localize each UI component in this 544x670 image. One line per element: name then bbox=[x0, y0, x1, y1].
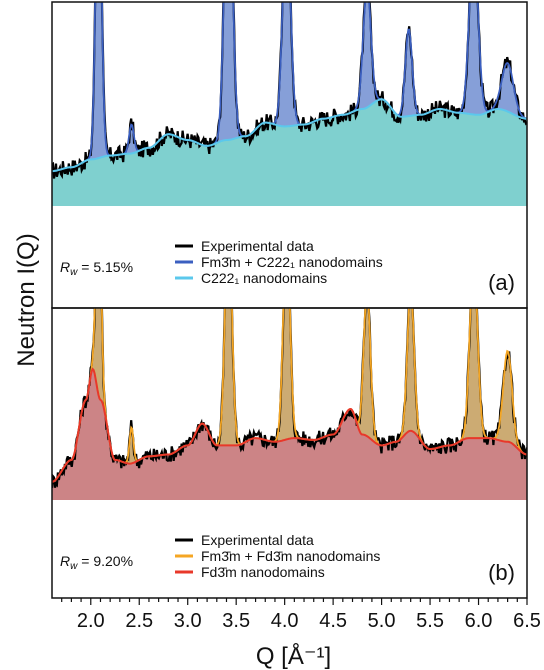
nanodomain-area bbox=[52, 99, 527, 206]
x-axis-title: Q [Å⁻¹] bbox=[256, 642, 331, 670]
panel-frame bbox=[51, 307, 528, 599]
legend-entry: Fm3̄m + Fd3̄m nanodomains bbox=[201, 548, 380, 564]
x-tick-label: 6.0 bbox=[465, 610, 493, 632]
x-tick-label: 4.5 bbox=[319, 610, 347, 632]
y-axis-title: Neutron I(Q) bbox=[13, 233, 40, 366]
x-tick-label: 3.0 bbox=[174, 610, 202, 632]
nanodomain-line bbox=[52, 367, 527, 483]
x-tick-label: 3.5 bbox=[222, 610, 250, 632]
legend-entry: Fd3̄m nanodomains bbox=[201, 564, 325, 580]
x-tick-label: 5.0 bbox=[368, 610, 396, 632]
rw-value: Rw = 9.20% bbox=[60, 553, 133, 572]
rw-value: Rw = 5.15% bbox=[60, 259, 133, 278]
nanodomain-line bbox=[52, 98, 527, 173]
legend-entry: Experimental data bbox=[201, 532, 314, 548]
x-tick-label: 6.5 bbox=[513, 610, 541, 632]
nanodomain-area bbox=[52, 369, 527, 500]
experimental-data-line bbox=[52, 2, 527, 180]
x-tick-label: 5.5 bbox=[416, 610, 444, 632]
experimental-data-line bbox=[52, 308, 527, 488]
x-tick-label: 2.0 bbox=[77, 610, 105, 632]
legend-entry: Experimental data bbox=[201, 238, 314, 254]
legend-entry: Fm3̄m + C222₁ nanodomains bbox=[201, 254, 383, 270]
panel-label: (a) bbox=[488, 270, 515, 295]
legend-entry: C222₁ nanodomains bbox=[201, 270, 327, 286]
x-tick-label: 4.0 bbox=[271, 610, 299, 632]
panel-label: (b) bbox=[488, 560, 515, 585]
x-tick-label: 2.5 bbox=[125, 610, 153, 632]
